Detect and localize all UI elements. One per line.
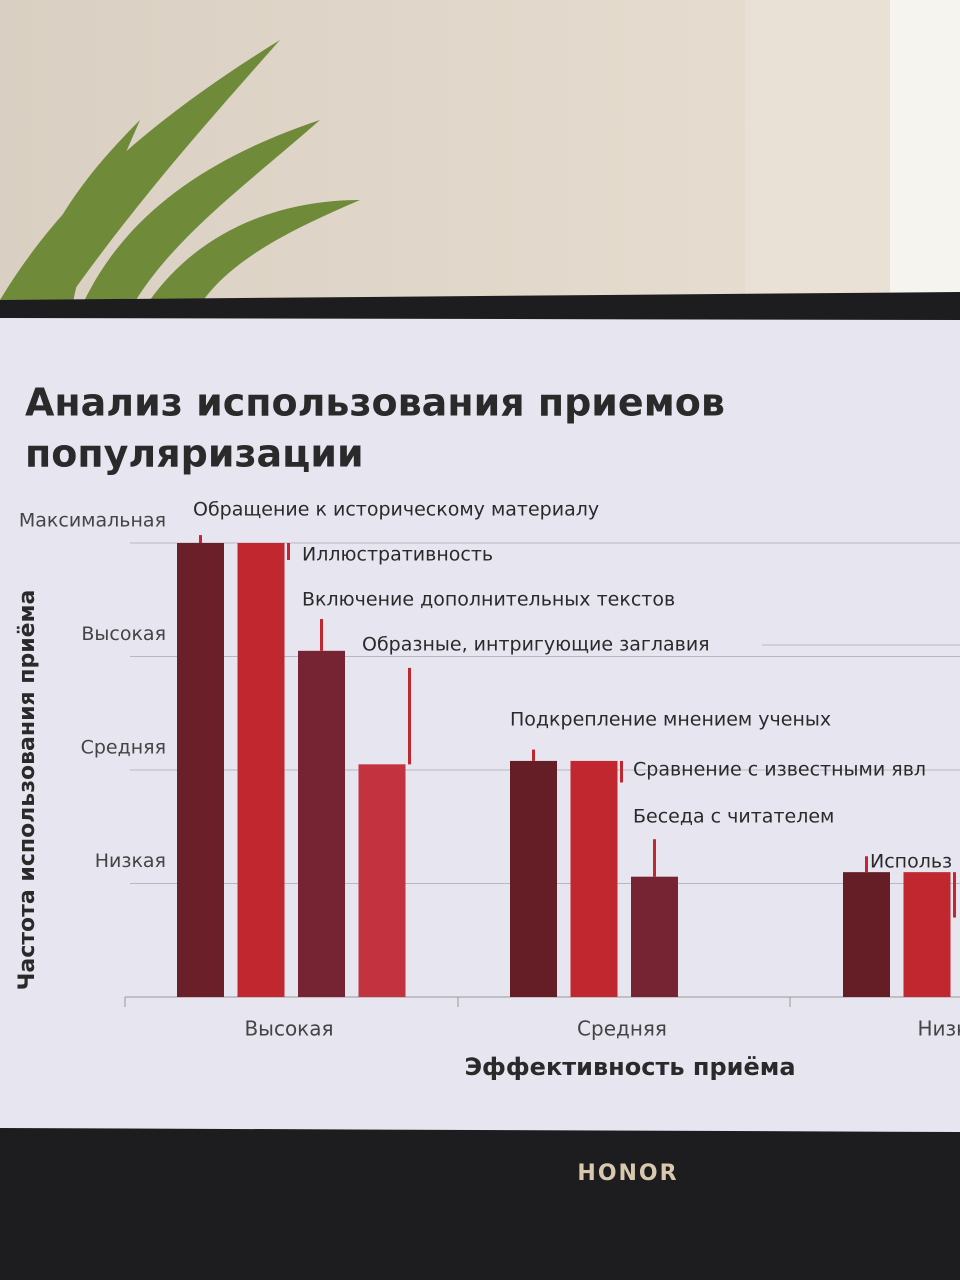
bar-label: Использ	[870, 851, 952, 873]
bar-label: Обращение к историческому материалу	[193, 499, 599, 521]
bar-label: Подкрепление мнением ученых	[510, 709, 831, 731]
bar-label: Включение дополнительных текстов	[302, 589, 675, 611]
x-axis-title: Эффективность приёма	[464, 1053, 795, 1081]
chart: Анализ использования приемов популяризац…	[15, 381, 960, 1081]
bar-label: Иллюстративность	[302, 544, 493, 566]
bar	[237, 543, 285, 997]
bar-label: Сравнение с известными явл	[633, 759, 926, 781]
bar	[298, 650, 345, 997]
bar	[843, 872, 890, 997]
window-frame	[745, 0, 890, 300]
x-tick-label: Средняя	[577, 1017, 667, 1041]
bar	[903, 872, 951, 997]
chart-title: Анализ использования приемов	[25, 381, 725, 425]
chart-title: популяризации	[25, 432, 364, 476]
bar	[177, 543, 224, 997]
bar	[358, 764, 406, 997]
bar	[510, 760, 557, 997]
bar-label: Образные, интригующие заглавия	[362, 634, 710, 656]
y-tick-label: Максимальная	[19, 510, 166, 532]
y-tick-label: Средняя	[81, 737, 166, 759]
window	[890, 0, 960, 300]
brand-logo: HONOR	[577, 1161, 678, 1186]
x-tick-label: Высокая	[244, 1017, 333, 1041]
y-tick-label: Низкая	[95, 850, 166, 872]
y-axis-title: Частота использования приёма	[15, 590, 40, 991]
plant	[0, 40, 360, 320]
bar	[570, 760, 618, 997]
y-tick-label: Высокая	[81, 623, 166, 645]
bar-label: Беседа с читателем	[633, 806, 834, 828]
bar	[631, 876, 678, 997]
x-tick-label: Низкая	[917, 1017, 960, 1041]
